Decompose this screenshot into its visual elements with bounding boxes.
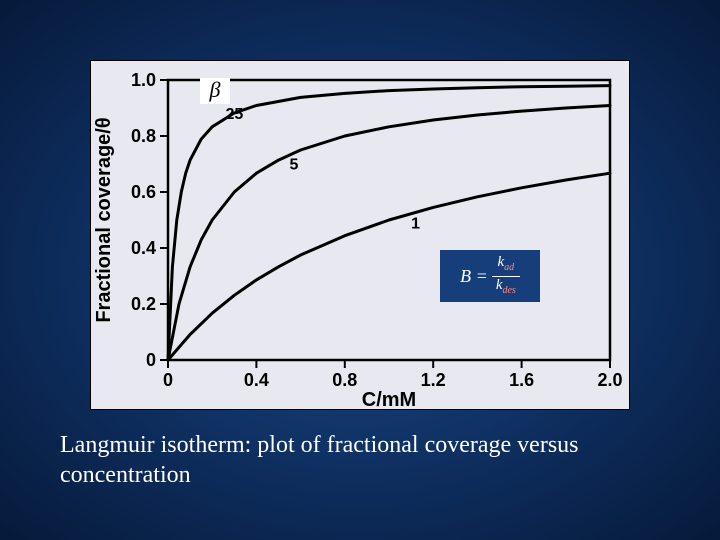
svg-text:0.4: 0.4 xyxy=(244,370,269,390)
slide-caption: Langmuir isotherm: plot of fractional co… xyxy=(60,430,660,490)
svg-text:Fractional coverage/θ: Fractional coverage/θ xyxy=(93,117,115,322)
slide-root: 0 0.4 0.8 1.2 1.6 2.0 0 0.2 0.4 0.6 0.8 1.0 C/mM Frac… xyxy=(0,0,720,540)
langmuir-chart-svg: 0 0.4 0.8 1.2 1.6 2.0 0 0.2 0.4 0.6 0.8 1.0 C/mM Frac… xyxy=(90,60,630,410)
svg-text:1.6: 1.6 xyxy=(509,370,534,390)
svg-text:2.0: 2.0 xyxy=(597,370,622,390)
svg-text:0: 0 xyxy=(163,370,173,390)
langmuir-chart-panel: 0 0.4 0.8 1.2 1.6 2.0 0 0.2 0.4 0.6 0.8 1.0 C/mM Frac… xyxy=(90,60,630,410)
equation-denominator: kdes xyxy=(492,277,520,299)
svg-text:0.4: 0.4 xyxy=(131,238,156,258)
svg-text:0.8: 0.8 xyxy=(332,370,357,390)
svg-text:C/mM: C/mM xyxy=(362,389,416,410)
svg-text:1.2: 1.2 xyxy=(421,370,446,390)
svg-text:0.6: 0.6 xyxy=(131,182,156,202)
equation-box: B = kad kdes xyxy=(440,250,540,302)
svg-text:5: 5 xyxy=(290,157,299,174)
svg-text:0.8: 0.8 xyxy=(131,126,156,146)
equation-numerator: kad xyxy=(492,254,520,277)
beta-symbol-box: β xyxy=(200,78,230,104)
svg-text:1.0: 1.0 xyxy=(131,70,156,90)
svg-text:0.2: 0.2 xyxy=(131,294,156,314)
svg-text:0: 0 xyxy=(146,350,156,370)
equation-left: B = xyxy=(460,263,488,289)
svg-text:1: 1 xyxy=(411,215,420,232)
beta-symbol: β xyxy=(210,77,221,102)
svg-text:25: 25 xyxy=(225,106,243,123)
equation-fraction: kad kdes xyxy=(492,254,520,299)
